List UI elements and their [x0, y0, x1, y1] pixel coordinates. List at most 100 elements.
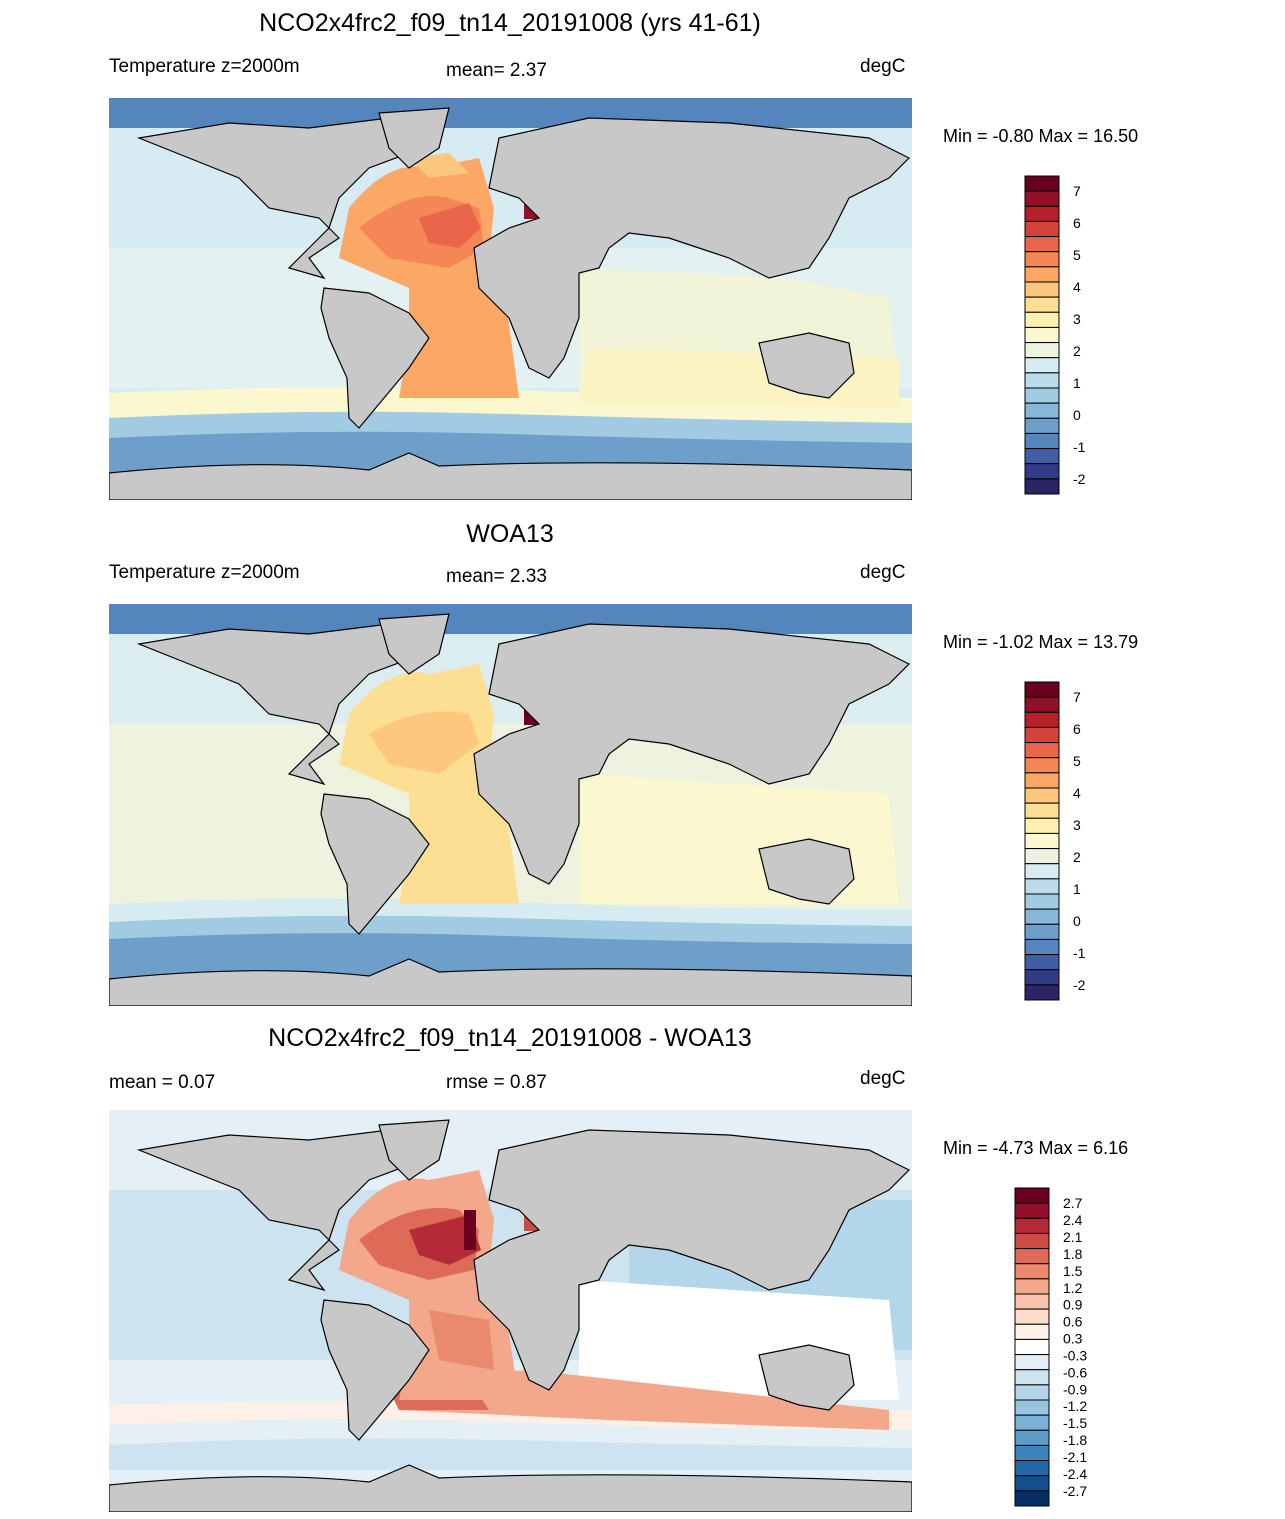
colorbar-box	[1024, 681, 1060, 698]
colorbar-box	[1024, 372, 1060, 389]
colorbar-box	[1014, 1293, 1050, 1310]
colorbar-tick-label: 6	[1073, 721, 1081, 737]
rmse-label: rmse = 0.87	[446, 1072, 547, 1093]
colorbar-box	[1024, 832, 1060, 850]
units-label: degC	[860, 1068, 906, 1089]
colorbar-box	[1024, 908, 1060, 925]
colorbar-box	[1014, 1444, 1050, 1462]
colorbar-tick-label: -1.8	[1063, 1432, 1087, 1448]
colorbar-tick-label: 7	[1073, 689, 1081, 705]
colorbar-tick-label: -1	[1073, 945, 1086, 961]
colorbar-tick-label: 2	[1073, 343, 1081, 359]
colorbar-box	[1014, 1202, 1050, 1219]
colorbar-tick-label: 0.6	[1063, 1314, 1083, 1330]
colorbar-box	[1014, 1460, 1050, 1477]
panel-model: NCO2x4frc2_f09_tn14_20191008 (yrs 41-61)…	[0, 0, 1285, 506]
colorbar-box	[1024, 848, 1060, 865]
colorbar: 2.7 2.4 2.1 1.8 1.5 1.2 0.9 0.6 0.3 -0.3 -0.6 -0.9-…	[1014, 1187, 1125, 1507]
colorbar-tick-label: 4	[1073, 785, 1081, 801]
colorbar-tick-label: 3	[1073, 311, 1081, 327]
colorbar-box	[1024, 448, 1060, 465]
colorbar-box	[1014, 1232, 1050, 1250]
colorbar-box	[1024, 969, 1060, 986]
atlantic-warm-tongue	[339, 664, 519, 904]
colorbar-box	[1024, 296, 1060, 313]
colorbar-box	[1024, 742, 1060, 759]
colorbar-tick-label: -2.4	[1063, 1466, 1087, 1482]
colorbar-tick-label: 1	[1073, 375, 1081, 391]
colorbar-box	[1014, 1354, 1050, 1371]
colorbar-box	[1024, 432, 1060, 450]
colorbar-box	[1014, 1384, 1050, 1401]
colorbar-tick-label: 5	[1073, 247, 1081, 263]
colorbar-box	[1024, 402, 1060, 419]
colorbar-box	[1024, 696, 1060, 713]
colorbar-box	[1014, 1263, 1050, 1280]
colorbar-svg: 7 6 5 4 3 2 1 0 -1 -2	[1024, 175, 1086, 495]
colorbar-tick-label: 0	[1073, 407, 1081, 423]
panel-title: NCO2x4frc2_f09_tn14_20191008 (yrs 41-61)	[259, 9, 761, 37]
colorbar-tick-label: 0	[1073, 913, 1081, 929]
colorbar-box	[1014, 1308, 1050, 1325]
panel-title: NCO2x4frc2_f09_tn14_20191008 - WOA13	[268, 1024, 752, 1052]
colorbar-tick-label: 0.9	[1063, 1297, 1083, 1313]
colorbar-box	[1024, 417, 1060, 434]
variable-label: Temperature z=2000m	[109, 56, 300, 77]
colorbar-tick-label: 1	[1073, 881, 1081, 897]
colorbar-box	[1024, 342, 1060, 359]
colorbar-tick-label: 2	[1073, 849, 1081, 865]
panel-difference: NCO2x4frc2_f09_tn14_20191008 - WOA13 mea…	[0, 1012, 1285, 1518]
mean-label: mean= 2.33	[446, 566, 547, 587]
min-max-label: Min = -4.73 Max = 6.16	[943, 1138, 1129, 1158]
colorbar-tick-label: 3	[1073, 817, 1081, 833]
mean-label: mean= 2.37	[446, 60, 547, 81]
variable-label: Temperature z=2000m	[109, 562, 300, 583]
colorbar-tick-label: -2	[1073, 977, 1086, 993]
colorbar-tick-label: 6	[1073, 215, 1081, 231]
colorbar-box	[1024, 757, 1060, 774]
colorbar-box	[1024, 787, 1060, 804]
colorbar-tick-label: 4	[1073, 279, 1081, 295]
colorbar-box	[1024, 893, 1060, 910]
colorbar-box	[1024, 817, 1060, 834]
colorbar-tick-label: -1.2	[1063, 1398, 1087, 1414]
temperature-map	[109, 604, 912, 1006]
units-label: degC	[860, 56, 906, 77]
colorbar-box	[1024, 220, 1060, 238]
colorbar-box	[1024, 863, 1060, 880]
colorbar-box	[1024, 984, 1060, 1001]
colorbar-tick-label: -2.1	[1063, 1449, 1087, 1465]
colorbar-box	[1024, 387, 1060, 404]
colorbar-tick-label: 0.3	[1063, 1331, 1083, 1347]
colorbar-tick-label: -2	[1073, 471, 1086, 487]
colorbar: 7 6 5 4 3 2 1 0 -1 -2	[1024, 681, 1135, 1001]
colorbar-svg: 2.72.42.11.81.51.20.90.60.3-0.3-0.6-0.9-…	[1014, 1187, 1087, 1507]
panel-obs: WOA13 Temperature z=2000m mean= 2.33 deg…	[0, 506, 1285, 1012]
colorbar-tick-label: 5	[1073, 753, 1081, 769]
colorbar-box	[1024, 938, 1060, 956]
temperature-map	[109, 98, 912, 500]
colorbar-box	[1014, 1338, 1050, 1356]
min-max-label: Min = -1.02 Max = 13.79	[943, 632, 1139, 652]
colorbar-tick-label: -2.7	[1063, 1483, 1087, 1499]
colorbar-tick-label: 2.7	[1063, 1195, 1083, 1211]
map-canvas	[109, 1110, 912, 1512]
colorbar-box	[1024, 205, 1060, 222]
colorbar-box	[1024, 175, 1060, 192]
colorbar-box	[1014, 1278, 1050, 1295]
colorbar-svg: 7 6 5 4 3 2 1 0 -1 -2	[1024, 681, 1086, 1001]
colorbar-box	[1024, 923, 1060, 940]
colorbar-box	[1014, 1323, 1050, 1340]
colorbar-tick-label: -0.3	[1063, 1348, 1087, 1364]
mean-label: mean = 0.07	[109, 1072, 216, 1093]
difference-map	[109, 1110, 912, 1512]
colorbar-box	[1014, 1490, 1050, 1507]
colorbar-box	[1024, 236, 1060, 253]
colorbar-box	[1024, 326, 1060, 344]
colorbar-tick-label: 1.2	[1063, 1280, 1083, 1296]
colorbar-box	[1014, 1429, 1050, 1446]
colorbar-box	[1024, 251, 1060, 268]
colorbar-tick-label: 1.5	[1063, 1263, 1083, 1279]
colorbar-box	[1024, 281, 1060, 298]
colorbar-tick-label: 2.4	[1063, 1212, 1083, 1228]
